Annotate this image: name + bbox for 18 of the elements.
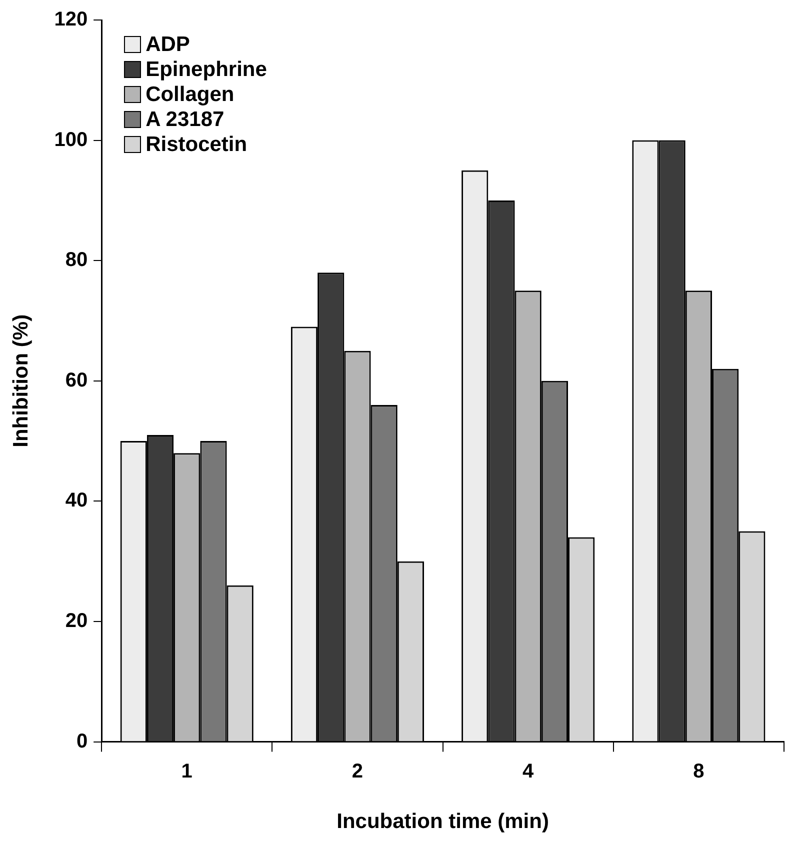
y-tick-label: 120: [54, 8, 88, 31]
x-tick-label: 1: [181, 760, 192, 782]
y-axis-title: Inhibition (%): [9, 314, 32, 448]
x-tick-label: 2: [352, 760, 364, 782]
y-tick-label: 100: [54, 128, 88, 151]
y-tick-label: 60: [65, 369, 88, 392]
x-tick-label: 8: [693, 760, 704, 782]
legend-label: ADP: [146, 32, 190, 57]
y-tick-label: 0: [76, 730, 88, 752]
y-tick-label: 40: [65, 490, 88, 512]
x-axis-title: Incubation time (min): [336, 810, 549, 834]
x-tick-label: 4: [522, 760, 535, 782]
legend-label: Collagen: [146, 82, 234, 107]
legend-label: Ristocetin: [146, 132, 248, 157]
y-tick-label: 80: [65, 249, 88, 272]
legend-label: A 23187: [146, 107, 224, 132]
legend-label: Epinephrine: [146, 57, 267, 82]
y-tick-label: 20: [65, 610, 88, 632]
